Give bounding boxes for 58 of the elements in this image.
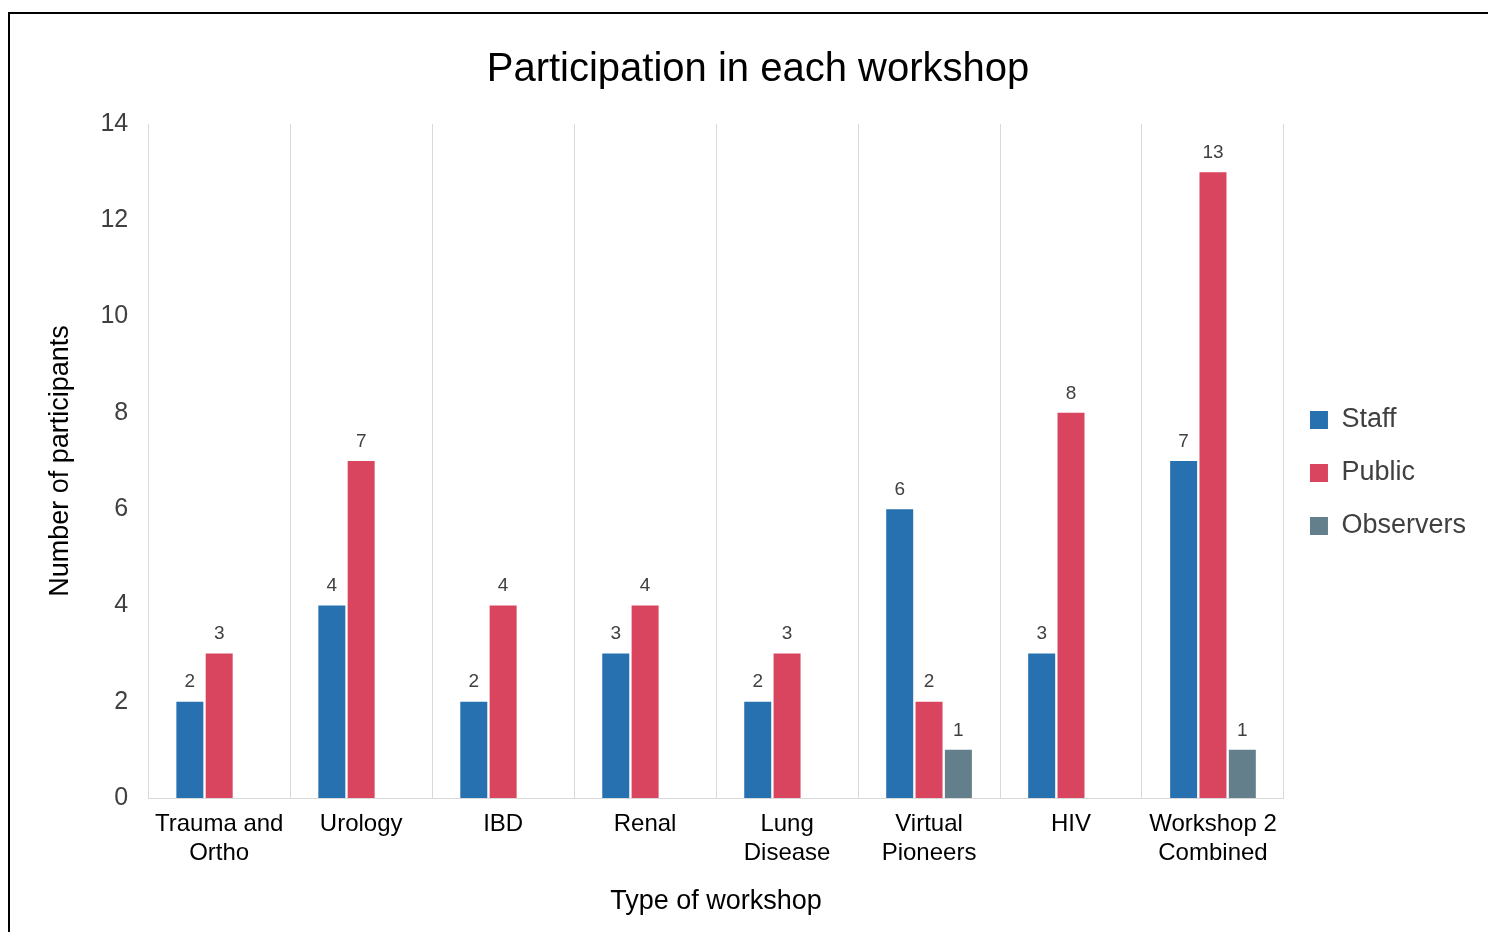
data-label: 4 bbox=[326, 574, 338, 596]
bar bbox=[176, 701, 204, 798]
bar bbox=[1170, 461, 1198, 798]
bar bbox=[915, 701, 943, 798]
y-axis-title: Number of participants bbox=[43, 325, 74, 597]
x-axis-title: Type of workshop bbox=[610, 885, 822, 916]
data-label: 2 bbox=[468, 670, 480, 692]
y-tick-label: 0 bbox=[114, 781, 129, 810]
x-tick-label: Renal bbox=[613, 809, 677, 837]
data-label: 3 bbox=[610, 622, 622, 644]
bar bbox=[205, 653, 233, 798]
data-label: 4 bbox=[497, 574, 509, 596]
y-tick-label: 8 bbox=[114, 396, 129, 425]
bar bbox=[773, 653, 801, 798]
bar bbox=[944, 749, 972, 798]
data-label: 8 bbox=[1065, 381, 1077, 403]
bar bbox=[744, 701, 772, 798]
x-tick-label: Workshop 2 Combined bbox=[1149, 809, 1277, 865]
data-label: 1 bbox=[953, 718, 964, 740]
x-tick-label: Virtual Pioneers bbox=[881, 809, 977, 865]
bar bbox=[1057, 412, 1085, 798]
data-label: 6 bbox=[894, 477, 905, 499]
y-tick-label: 10 bbox=[100, 300, 129, 329]
data-label: 1 bbox=[1237, 718, 1248, 740]
bar bbox=[460, 701, 488, 798]
bar bbox=[602, 653, 630, 798]
data-label: 2 bbox=[184, 670, 196, 692]
legend-label: Public bbox=[1341, 456, 1416, 487]
bar bbox=[489, 605, 517, 798]
x-tick-label: Lung Disease bbox=[743, 809, 831, 865]
bar bbox=[347, 461, 375, 798]
x-tick-label: Trauma and Ortho bbox=[154, 809, 284, 865]
x-tick-label: Urology bbox=[319, 809, 403, 837]
y-tick-label: 14 bbox=[100, 107, 129, 136]
data-label: 2 bbox=[923, 670, 935, 692]
legend-label: Observers bbox=[1341, 509, 1467, 540]
y-tick-label: 12 bbox=[100, 204, 129, 233]
bar bbox=[318, 605, 346, 798]
x-tick-label: HIV bbox=[1051, 809, 1092, 837]
data-label: 7 bbox=[1178, 429, 1189, 451]
bar bbox=[1028, 653, 1056, 798]
bar bbox=[886, 509, 914, 798]
bar bbox=[1199, 172, 1227, 798]
data-label: 3 bbox=[213, 622, 225, 644]
data-label: 3 bbox=[1036, 622, 1047, 644]
bar bbox=[631, 605, 659, 798]
x-tick-label: IBD bbox=[483, 809, 524, 837]
chart-title: Participation in each workshop bbox=[486, 45, 1030, 90]
data-label: 7 bbox=[355, 429, 367, 451]
data-label: 2 bbox=[752, 670, 764, 692]
bar bbox=[1228, 749, 1256, 798]
data-label: 3 bbox=[781, 622, 793, 644]
data-label: 13 bbox=[1202, 140, 1224, 162]
data-label: 4 bbox=[639, 574, 651, 596]
y-tick-label: 4 bbox=[114, 589, 129, 618]
y-tick-label: 6 bbox=[114, 493, 129, 522]
y-tick-label: 2 bbox=[114, 685, 129, 714]
legend-label: Staff bbox=[1341, 403, 1398, 434]
